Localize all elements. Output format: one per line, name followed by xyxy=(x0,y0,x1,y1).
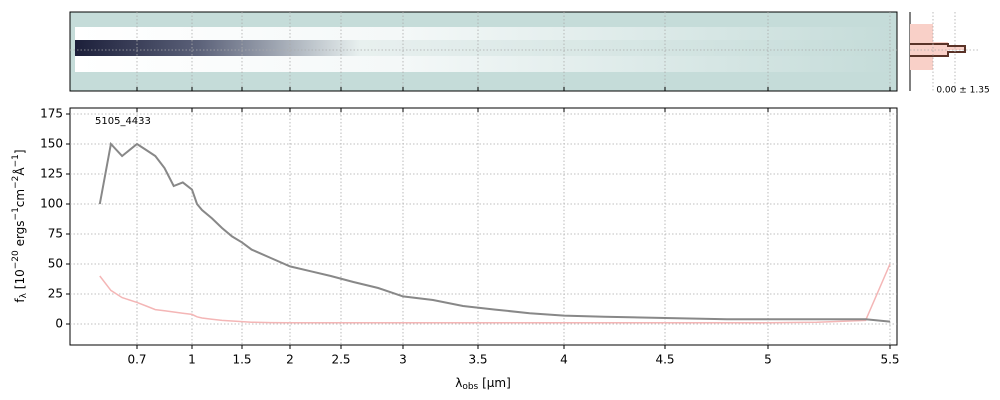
profile-label: 0.00 ± 1.35 xyxy=(936,86,989,96)
y-label-part: −20 xyxy=(11,250,21,269)
x-tick-label: 2 xyxy=(286,353,294,367)
y-label-part: Å xyxy=(12,167,27,176)
x-tick-label: 0.7 xyxy=(127,353,146,367)
x-label-part: obs xyxy=(462,382,478,392)
x-label-part: λ xyxy=(455,376,462,390)
y-label-part: ] xyxy=(13,149,27,154)
y-label-part: −1 xyxy=(11,154,21,167)
x-tick-label: 2.5 xyxy=(331,353,350,367)
y-tick-label: 175 xyxy=(40,107,63,121)
series-line xyxy=(98,141,891,323)
x-axis-label: λobs [μm] xyxy=(455,376,511,392)
x-tick-label: 5.5 xyxy=(880,353,899,367)
x-tick-label: 1.5 xyxy=(232,353,251,367)
y-tick-label: 75 xyxy=(48,227,63,241)
plot-frame xyxy=(69,107,898,346)
y-axis-label: fλ [10−20 ergs−1cm−2Å−1] xyxy=(11,149,29,302)
y-label-part: cm xyxy=(13,189,27,207)
x-tick-label: 3.5 xyxy=(468,353,487,367)
x-tick-label: 4 xyxy=(560,353,568,367)
profile-panel: 0.00 ± 1.35 xyxy=(909,12,990,96)
x-label-part: [μm] xyxy=(478,376,511,390)
y-label-part: −2 xyxy=(11,176,21,189)
series-line xyxy=(99,263,891,324)
y-label-part: −1 xyxy=(11,207,21,220)
y-label-part: f xyxy=(13,298,27,303)
x-tick-label: 4.5 xyxy=(655,353,674,367)
spectrum-2d xyxy=(69,11,898,92)
y-tick-label: 150 xyxy=(40,137,63,151)
x-tick-label: 1 xyxy=(188,353,196,367)
y-tick-label: 50 xyxy=(48,257,63,271)
spectrum-label: 5105_4433 xyxy=(95,116,151,127)
y-tick-label: 25 xyxy=(48,287,63,301)
y-label-part: ergs xyxy=(13,220,27,250)
y-tick-label: 125 xyxy=(40,167,63,181)
y-label-part: λ xyxy=(19,292,29,298)
y-label-part: [10 xyxy=(13,269,27,293)
x-tick-label: 5 xyxy=(764,353,772,367)
x-tick-label: 3 xyxy=(399,353,407,367)
y-tick-label: 100 xyxy=(40,197,63,211)
y-tick-label: 0 xyxy=(55,317,63,331)
